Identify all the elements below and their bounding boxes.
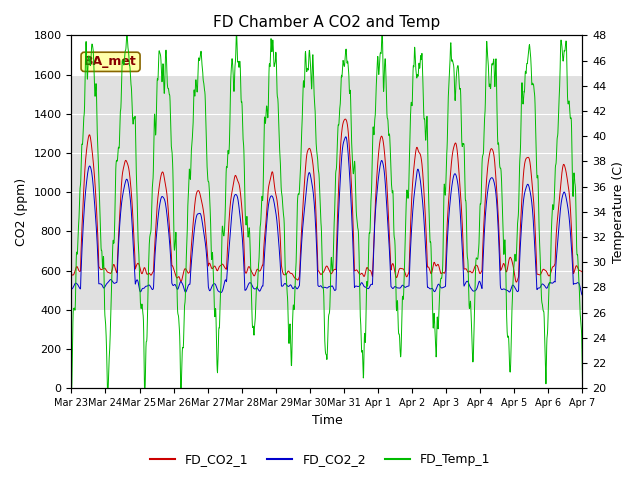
- Y-axis label: Temperature (C): Temperature (C): [612, 161, 625, 263]
- Bar: [72, 74, 582, 310]
- Y-axis label: CO2 (ppm): CO2 (ppm): [15, 178, 28, 246]
- Title: FD Chamber A CO2 and Temp: FD Chamber A CO2 and Temp: [213, 15, 440, 30]
- Legend: FD_CO2_1, FD_CO2_2, FD_Temp_1: FD_CO2_1, FD_CO2_2, FD_Temp_1: [145, 448, 495, 471]
- Text: BA_met: BA_met: [84, 55, 137, 68]
- X-axis label: Time: Time: [312, 414, 342, 427]
